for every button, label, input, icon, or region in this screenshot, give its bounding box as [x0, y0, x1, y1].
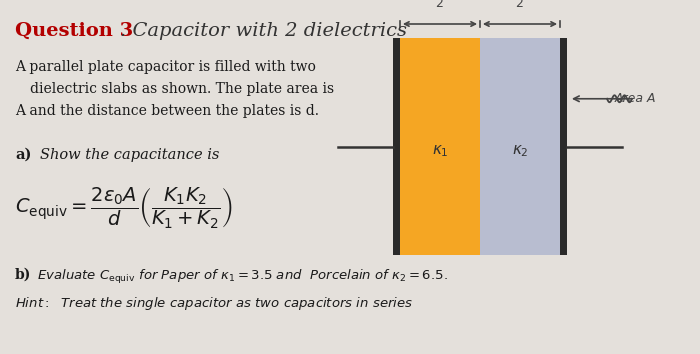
Text: $\kappa_2$: $\kappa_2$: [512, 144, 528, 159]
Text: b): b): [15, 268, 32, 282]
Text: Area A: Area A: [615, 92, 657, 105]
Text: . Capacitor with 2 dielectrics: . Capacitor with 2 dielectrics: [120, 22, 407, 40]
Text: $\kappa_1$: $\kappa_1$: [432, 144, 449, 159]
Text: $\it{Evaluate}$ $C_{\mathrm{equiv}}$ $\it{for\ Paper\ of}$ $\kappa_1 = 3.5$ $\it: $\it{Evaluate}$ $C_{\mathrm{equiv}}$ $\i…: [37, 268, 448, 286]
Text: $\it{Hint:\ \ Treat\ the\ single\ capacitor\ as\ two\ capacitors\ in\ series}$: $\it{Hint:\ \ Treat\ the\ single\ capaci…: [15, 295, 413, 312]
Bar: [480, 38, 560, 255]
Bar: [400, 38, 480, 255]
Text: $\dfrac{d}{2}$: $\dfrac{d}{2}$: [515, 0, 525, 10]
Bar: [560, 38, 567, 255]
Text: a): a): [15, 148, 32, 162]
Text: A and the distance between the plates is d.: A and the distance between the plates is…: [15, 104, 319, 118]
Text: dielectric slabs as shown. The plate area is: dielectric slabs as shown. The plate are…: [30, 82, 334, 96]
Text: Question 3: Question 3: [15, 22, 133, 40]
Text: $C_{\mathrm{equiv}} = \dfrac{2\epsilon_0 A}{d}\left(\dfrac{K_1 K_2}{K_1 + K_2}\r: $C_{\mathrm{equiv}} = \dfrac{2\epsilon_0…: [15, 185, 232, 230]
Bar: [393, 38, 400, 255]
Text: $\dfrac{d}{2}$: $\dfrac{d}{2}$: [435, 0, 445, 10]
Text: Show the capacitance is: Show the capacitance is: [40, 148, 219, 162]
Text: A parallel plate capacitor is filled with two: A parallel plate capacitor is filled wit…: [15, 60, 316, 74]
